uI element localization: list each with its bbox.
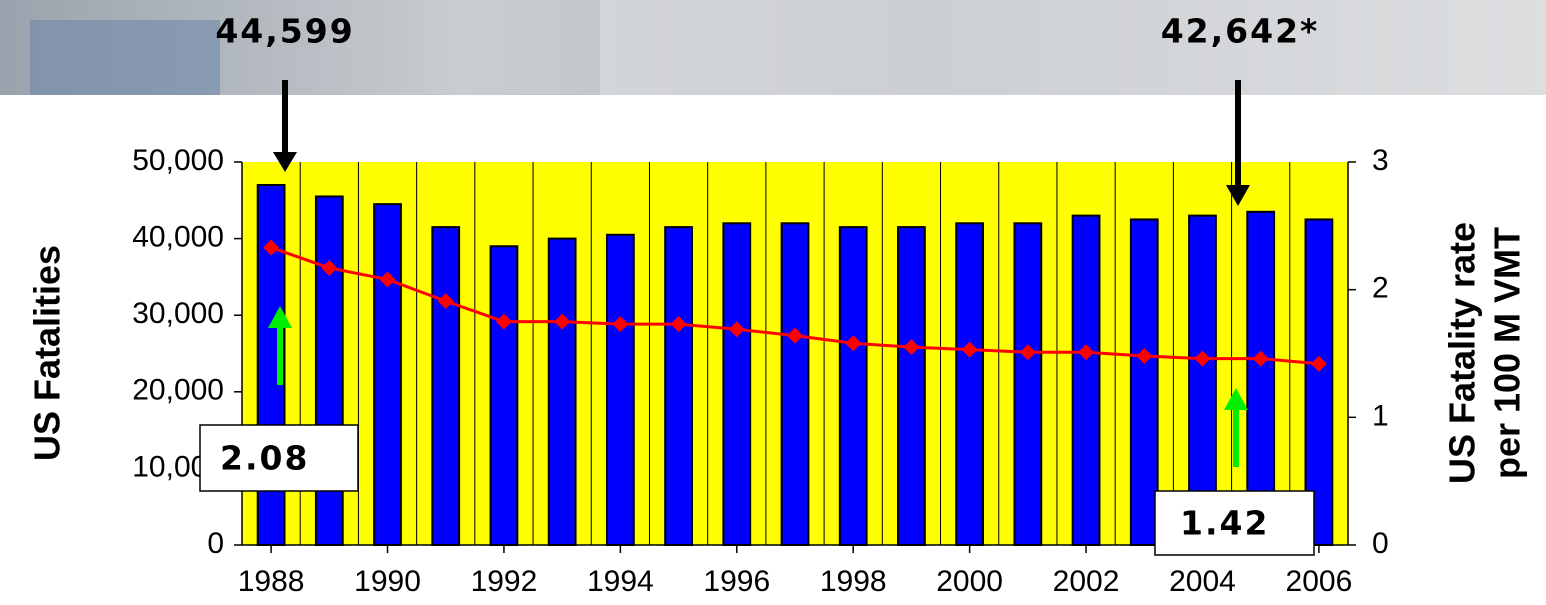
photo-truck: [30, 20, 220, 95]
x-tick-label: 1992: [471, 565, 538, 598]
bar: [782, 223, 809, 545]
bar: [1073, 216, 1100, 545]
x-tick-label: 1990: [354, 565, 421, 598]
x-tick-label: 1988: [238, 565, 305, 598]
y2-tick-label: 3: [1372, 144, 1389, 177]
y-axis-title: US Fatalities: [27, 245, 68, 461]
bar: [898, 227, 925, 545]
annotation: 1.42: [1180, 504, 1269, 543]
y-tick-label: 40,000: [132, 221, 224, 254]
x-tick-label: 2000: [936, 565, 1003, 598]
annotation: 42,642*: [1161, 12, 1320, 51]
x-tick-label: 1998: [820, 565, 887, 598]
annotation: 44,599: [215, 12, 354, 51]
photo-trailer: [600, 0, 1546, 95]
bar: [607, 235, 634, 545]
y2-tick-label: 1: [1372, 399, 1389, 432]
y2-tick-label: 2: [1372, 272, 1389, 305]
x-tick-label: 1996: [703, 565, 770, 598]
y-tick-label: 30,000: [132, 297, 224, 330]
bar: [316, 196, 343, 545]
bar: [374, 204, 401, 545]
bar: [665, 227, 692, 545]
x-tick-label: 1994: [587, 565, 654, 598]
bar: [723, 223, 750, 545]
x-tick-label: 2006: [1286, 565, 1353, 598]
y2-tick-label: 0: [1372, 527, 1389, 560]
y-tick-label: 50,000: [132, 144, 224, 177]
bar: [1014, 223, 1041, 545]
annotation: 2.08: [220, 439, 309, 478]
x-tick-label: 2002: [1053, 565, 1120, 598]
bar: [956, 223, 983, 545]
y2-axis-title: US Fatality rate: [1442, 222, 1483, 484]
chart: 010,00020,00030,00040,00050,000012319881…: [0, 0, 1546, 605]
bar: [432, 227, 459, 545]
y-tick-label: 0: [207, 527, 224, 560]
bar: [1131, 219, 1158, 545]
bar: [840, 227, 867, 545]
y-tick-label: 20,000: [132, 374, 224, 407]
bar: [549, 239, 576, 545]
x-tick-label: 2004: [1169, 565, 1236, 598]
y2-axis-title: per 100 M VMT: [1487, 227, 1528, 479]
bar: [491, 246, 518, 545]
